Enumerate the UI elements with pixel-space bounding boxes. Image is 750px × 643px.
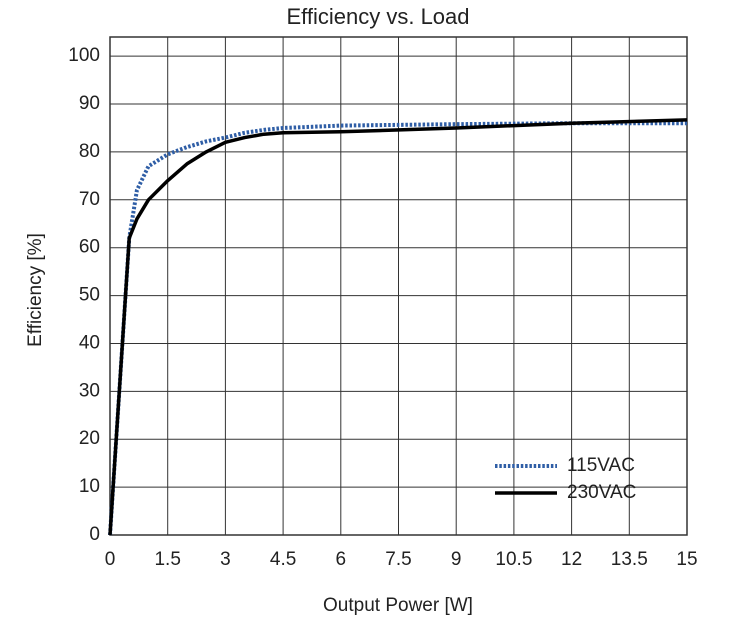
line xyxy=(108,121,687,536)
legend-label: 230VAC xyxy=(567,482,636,503)
x-tick-label: 7.5 xyxy=(385,549,411,570)
x-tick-label: 4.5 xyxy=(270,549,296,570)
y-tick-label: 60 xyxy=(79,237,100,258)
y-tick-label: 20 xyxy=(79,428,100,449)
line xyxy=(108,118,688,536)
x-tick-label: 6 xyxy=(336,549,347,570)
y-tick-label: 30 xyxy=(79,380,100,401)
x-tick-label: 0 xyxy=(105,549,116,570)
y-tick-label: 70 xyxy=(79,189,100,210)
y-tick-label: 90 xyxy=(79,93,100,114)
x-tick-label: 13.5 xyxy=(611,549,648,570)
plot-frame xyxy=(109,36,688,536)
x-tick-label: 3 xyxy=(220,549,231,570)
x-tick-label: 9 xyxy=(451,549,462,570)
y-tick-label: 50 xyxy=(79,285,100,306)
x-tick-label: 12 xyxy=(561,549,582,570)
chart-title: Efficiency vs. Load xyxy=(286,4,469,29)
legend-label: 115VAC xyxy=(567,455,635,476)
y-tick-label: 100 xyxy=(68,45,100,66)
y-tick-label: 10 xyxy=(79,476,100,497)
y-tick-label: 80 xyxy=(79,141,100,162)
y-tick-label: 0 xyxy=(89,524,100,545)
y-tick-label: 40 xyxy=(79,332,100,353)
x-tick-label: 10.5 xyxy=(495,549,532,570)
x-tick-label: 15 xyxy=(676,549,697,570)
y-axis-label: Efficiency [%] xyxy=(25,233,46,347)
x-axis-label: Output Power [W] xyxy=(323,595,473,616)
x-tick-label: 1.5 xyxy=(154,549,180,570)
